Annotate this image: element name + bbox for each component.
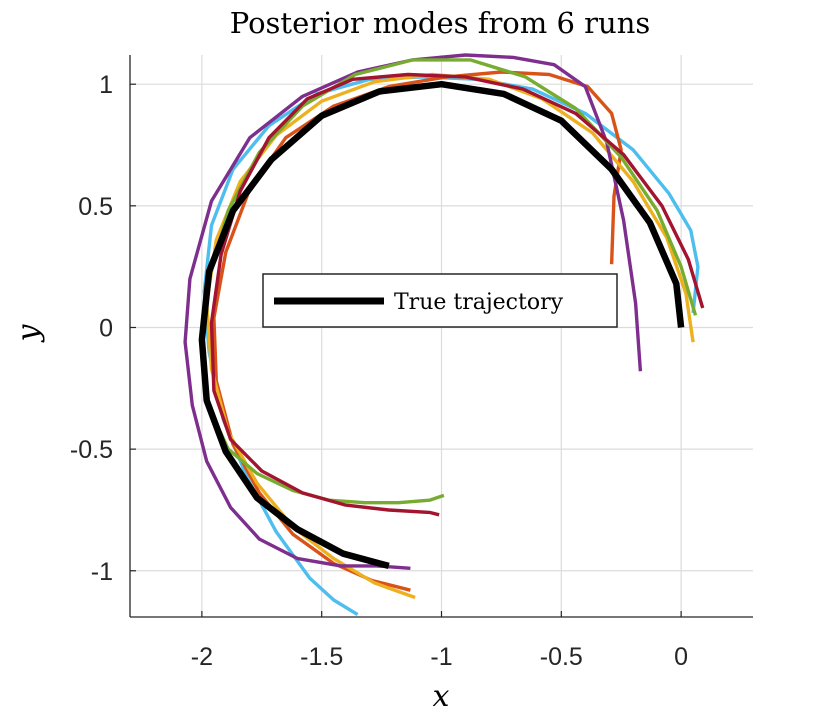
true-trajectory-line [198, 80, 685, 570]
series-layer [183, 53, 705, 617]
legend-label-true-trajectory: True trajectory [394, 290, 564, 315]
legend: True trajectory [262, 273, 618, 328]
y-tick-labels: -1 -0.5 0 0.5 1 [70, 71, 113, 586]
x-tick-label: -2 [191, 643, 213, 671]
x-tick-label: -0.5 [540, 643, 583, 671]
axes-frame [129, 55, 753, 618]
x-tick-labels: -2 -1.5 -1 -0.5 0 [191, 643, 688, 671]
x-tick-label: -1 [430, 643, 452, 671]
x-tick-label: -1.5 [300, 643, 343, 671]
chart-title: Posterior modes from 6 runs [230, 6, 651, 40]
y-axis-label: y [11, 323, 46, 343]
y-tick-label: -0.5 [70, 436, 113, 464]
y-tick-label: 1 [99, 71, 113, 99]
x-axis-label: x [433, 679, 450, 714]
y-tick-label: 0.5 [78, 193, 113, 221]
y-tick-label: 0 [99, 314, 113, 342]
posterior-run-line-4 [183, 53, 643, 570]
x-tick-label: 0 [674, 643, 688, 671]
posterior-run-line-6 [209, 72, 705, 517]
y-tick-label: -1 [91, 558, 113, 586]
